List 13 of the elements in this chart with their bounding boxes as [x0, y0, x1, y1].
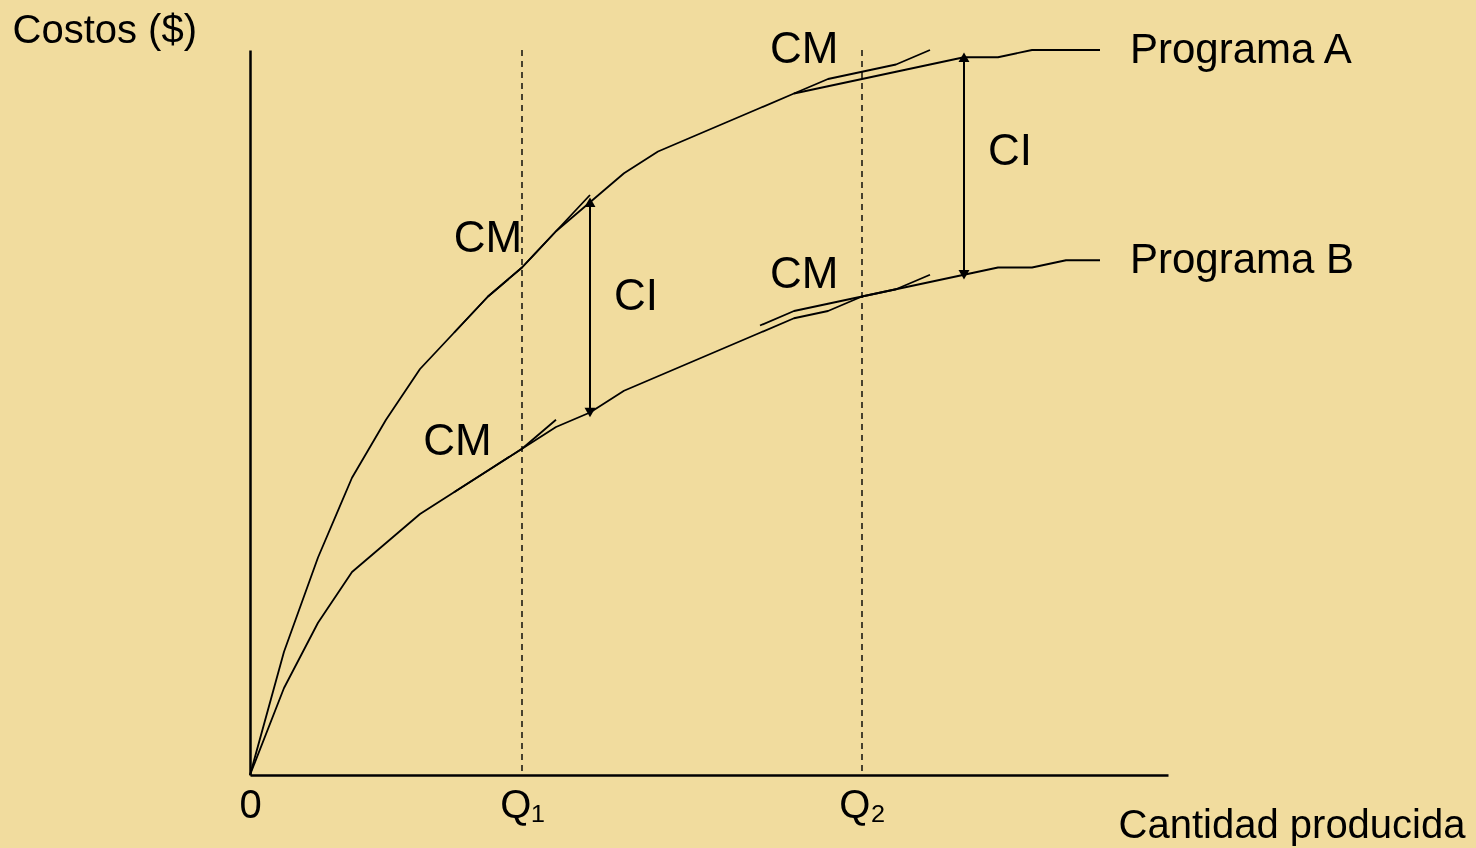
annotation: CM — [423, 414, 492, 464]
annotation: CI — [988, 124, 1032, 174]
x-tick-label: Q₂ — [839, 781, 886, 826]
series-label: Programa B — [1130, 235, 1355, 283]
annotation: CM — [453, 211, 523, 261]
annotation: CI — [614, 269, 658, 319]
annotation: CM — [769, 23, 839, 72]
annotation: CM — [769, 247, 839, 297]
y-axis-title: Costos ($) — [12, 6, 197, 51]
x-tick-label: Q₁ — [500, 781, 545, 826]
series-label: Programa A — [1130, 25, 1352, 72]
x-axis-title: Cantidad producida — [1118, 801, 1467, 846]
x-tick-label: 0 — [239, 781, 262, 826]
